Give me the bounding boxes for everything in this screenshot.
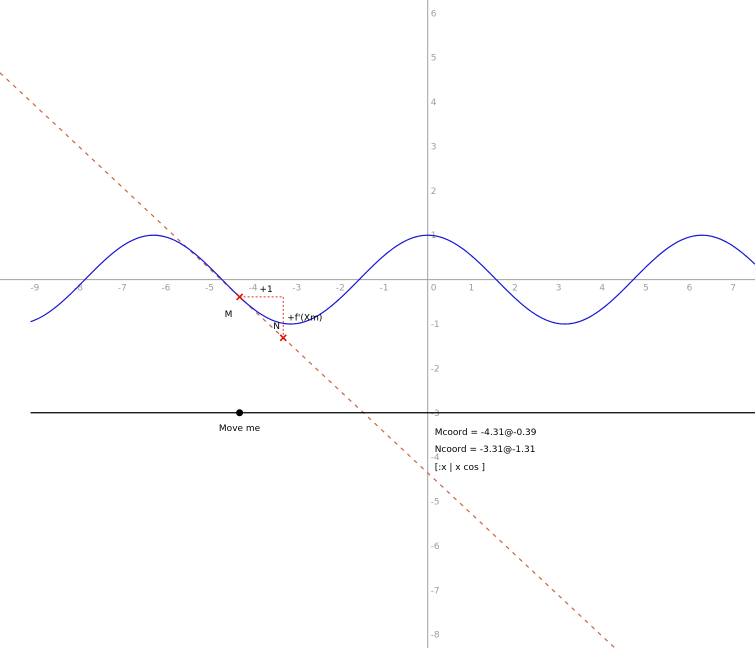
point-n[interactable] [279, 334, 287, 342]
x-tick-label: -8 [74, 284, 83, 294]
x-tick-label: -6 [161, 284, 170, 294]
x-tick-label: 5 [643, 284, 649, 294]
y-tick-label: -4 [431, 453, 440, 463]
n-coordinates-text: Ncoord = -3.31@-1.31 [435, 445, 536, 455]
y-tick-label: -8 [431, 631, 440, 641]
coordinates-text: Mcoord = -4.31@-0.39 Ncoord = -3.31@-1.3… [435, 428, 537, 473]
tangent-line[interactable] [0, 72, 624, 648]
slider-handle[interactable] [236, 409, 244, 417]
x-tick-label: 4 [599, 284, 605, 294]
point-n-label: N [273, 322, 280, 332]
y-tick-label: -3 [431, 409, 440, 419]
slider-point-label: Move me [219, 424, 261, 434]
x-tick-label: 7 [730, 284, 736, 294]
x-tick-label: 0 [431, 284, 437, 294]
y-tick-label: -5 [431, 498, 440, 508]
x-tick-label: 6 [687, 284, 693, 294]
point-m[interactable] [236, 293, 244, 301]
x-tick-label: 1 [468, 284, 474, 294]
y-tick-label: -7 [431, 586, 440, 596]
x-tick-label: -3 [292, 284, 301, 294]
cosine-curve[interactable] [30, 234, 755, 325]
slope-triangle [239, 296, 284, 338]
x-tick-label: -5 [205, 284, 214, 294]
run-label: +1 [259, 285, 272, 295]
x-tick-label: -9 [30, 284, 39, 294]
x-tick-label: 2 [512, 284, 518, 294]
m-coordinates-text: Mcoord = -4.31@-0.39 [435, 428, 537, 438]
y-tick-label: 6 [431, 9, 437, 19]
point-m-label: M [225, 310, 233, 320]
y-tick-label: -1 [431, 320, 440, 330]
y-tick-label: -2 [431, 364, 440, 374]
x-tick-label: -7 [118, 284, 127, 294]
function-expression-text: [:x | x cos ] [435, 463, 485, 473]
y-tick-label: 5 [431, 54, 437, 64]
x-tick-label: -4 [249, 284, 258, 294]
x-tick-label: -1 [380, 284, 389, 294]
rise-label: +f'(Xm) [287, 313, 322, 323]
y-tick-label: 3 [431, 142, 437, 152]
x-tick-label: -2 [336, 284, 345, 294]
point-marker [236, 293, 244, 301]
point-marker [279, 334, 287, 342]
axis-tick-labels: -9 -8 -7 -6 -5 -4 -3 -2 -1 0 1 2 3 4 5 6 7 -8 -7 -6 -5 -4 -3 -2… [30, 9, 736, 640]
x-tick-label: 3 [556, 284, 562, 294]
y-tick-label: 4 [431, 98, 437, 108]
y-tick-label: -6 [431, 542, 440, 552]
y-tick-label: 2 [431, 187, 437, 197]
